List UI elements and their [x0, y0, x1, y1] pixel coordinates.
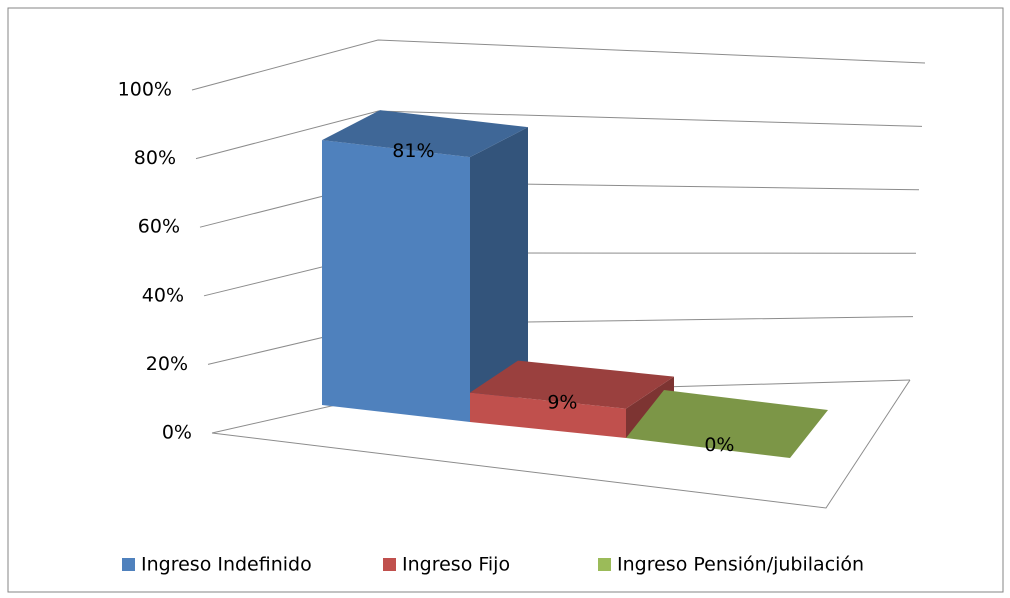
legend-swatch: [598, 558, 611, 571]
y-tick-label: 100%: [118, 79, 172, 101]
y-tick-label: 40%: [142, 284, 184, 306]
legend-label: Ingreso Indefinido: [141, 554, 312, 576]
legend-label: Ingreso Pensión/jubilación: [617, 554, 864, 576]
value-label: 0%: [704, 434, 734, 456]
grid-line: [191, 39, 926, 91]
bar-front: [470, 392, 626, 438]
bar-front: [322, 140, 470, 422]
legend-label: Ingreso Fijo: [402, 554, 510, 576]
y-tick-label: 80%: [134, 147, 176, 169]
value-label: 81%: [392, 140, 434, 162]
legend-swatch: [122, 558, 135, 571]
legend-swatch: [383, 558, 396, 571]
value-label: 9%: [547, 391, 577, 413]
bar-top: [322, 110, 528, 158]
bar-top: [470, 360, 674, 409]
y-tick-label: 60%: [138, 216, 180, 238]
y-tick-label: 20%: [146, 353, 188, 375]
floor-edge: [211, 379, 911, 509]
bar-top: [626, 390, 828, 458]
y-tick-label: 0%: [162, 422, 192, 444]
bar-side: [470, 127, 528, 422]
bar-side: [626, 376, 674, 438]
